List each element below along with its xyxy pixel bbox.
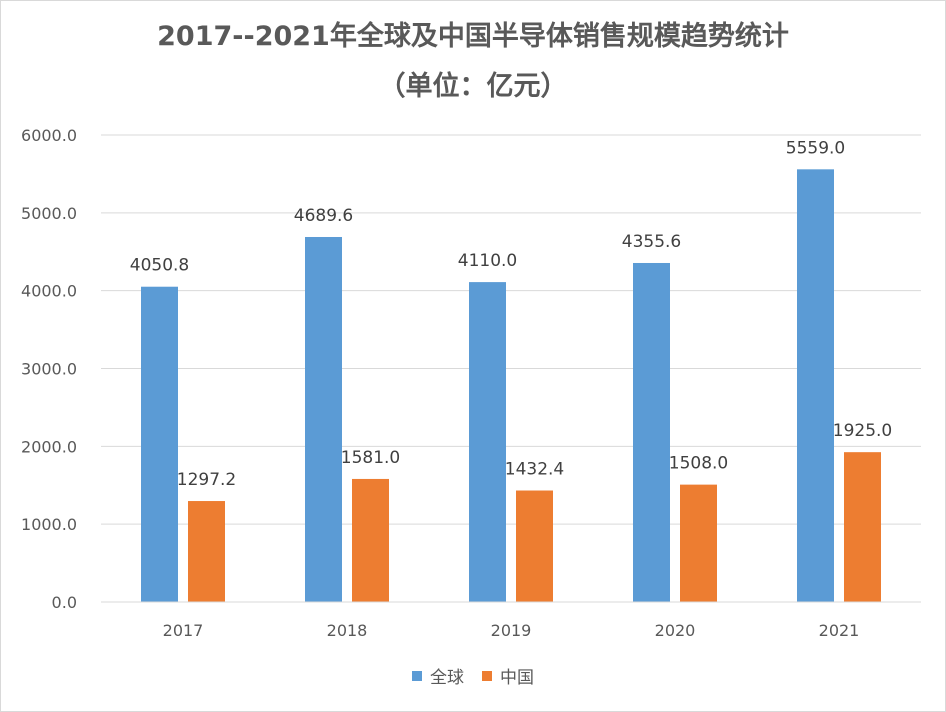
bar-global <box>141 286 178 602</box>
bar-china <box>352 478 389 602</box>
legend-swatch-china <box>482 670 492 681</box>
y-tick-label: 1000.0 <box>21 515 77 534</box>
bar-global <box>305 236 342 602</box>
data-label: 4050.8 <box>130 256 189 276</box>
bar-global <box>633 262 670 602</box>
y-tick-label: 3000.0 <box>21 360 77 379</box>
data-label: 1925.0 <box>833 421 892 441</box>
y-tick-label: 5000.0 <box>21 204 77 223</box>
chart-title: 2017--2021年全球及中国半导体销售规模趋势统计 <box>157 21 789 52</box>
legend-swatch-global <box>412 670 422 681</box>
y-tick-label: 4000.0 <box>21 282 77 301</box>
legend-item-china: 中国 <box>482 663 534 688</box>
legend: 全球 中国 <box>1 663 945 688</box>
legend-label-global: 全球 <box>430 668 464 688</box>
bar-global <box>797 169 834 602</box>
y-tick-label: 2000.0 <box>21 437 77 456</box>
chart-subtitle: （单位：亿元） <box>378 71 568 102</box>
x-tick-label: 2021 <box>819 621 860 640</box>
data-label: 1297.2 <box>177 470 236 490</box>
data-label: 4110.0 <box>458 251 517 271</box>
bar-china <box>188 501 225 602</box>
x-tick-label: 2017 <box>163 621 204 640</box>
y-tick-label: 6000.0 <box>21 126 77 145</box>
data-label: 4355.6 <box>622 232 681 252</box>
legend-item-global: 全球 <box>412 663 464 688</box>
bar-china <box>680 484 717 602</box>
bar-china <box>844 452 881 602</box>
bar-china <box>516 490 553 602</box>
data-label: 1508.0 <box>669 454 728 474</box>
data-label: 5559.0 <box>786 138 845 158</box>
x-tick-label: 2020 <box>655 621 696 640</box>
legend-label-china: 中国 <box>500 668 534 688</box>
bar-global <box>469 282 506 602</box>
data-label: 4689.6 <box>294 206 353 226</box>
data-label: 1432.4 <box>505 460 564 480</box>
y-tick-label: 0.0 <box>52 593 77 612</box>
data-label: 1581.0 <box>341 448 400 468</box>
x-tick-label: 2018 <box>327 621 368 640</box>
x-tick-label: 2019 <box>491 621 532 640</box>
